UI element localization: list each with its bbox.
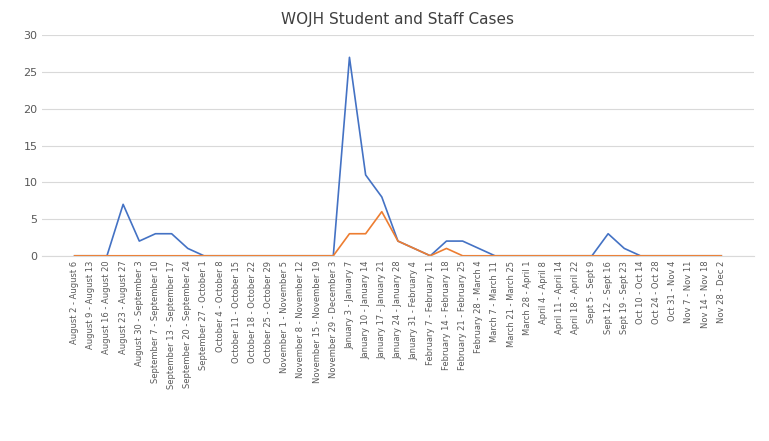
Title: WOJH Student and Staff Cases: WOJH Student and Staff Cases (281, 12, 514, 27)
